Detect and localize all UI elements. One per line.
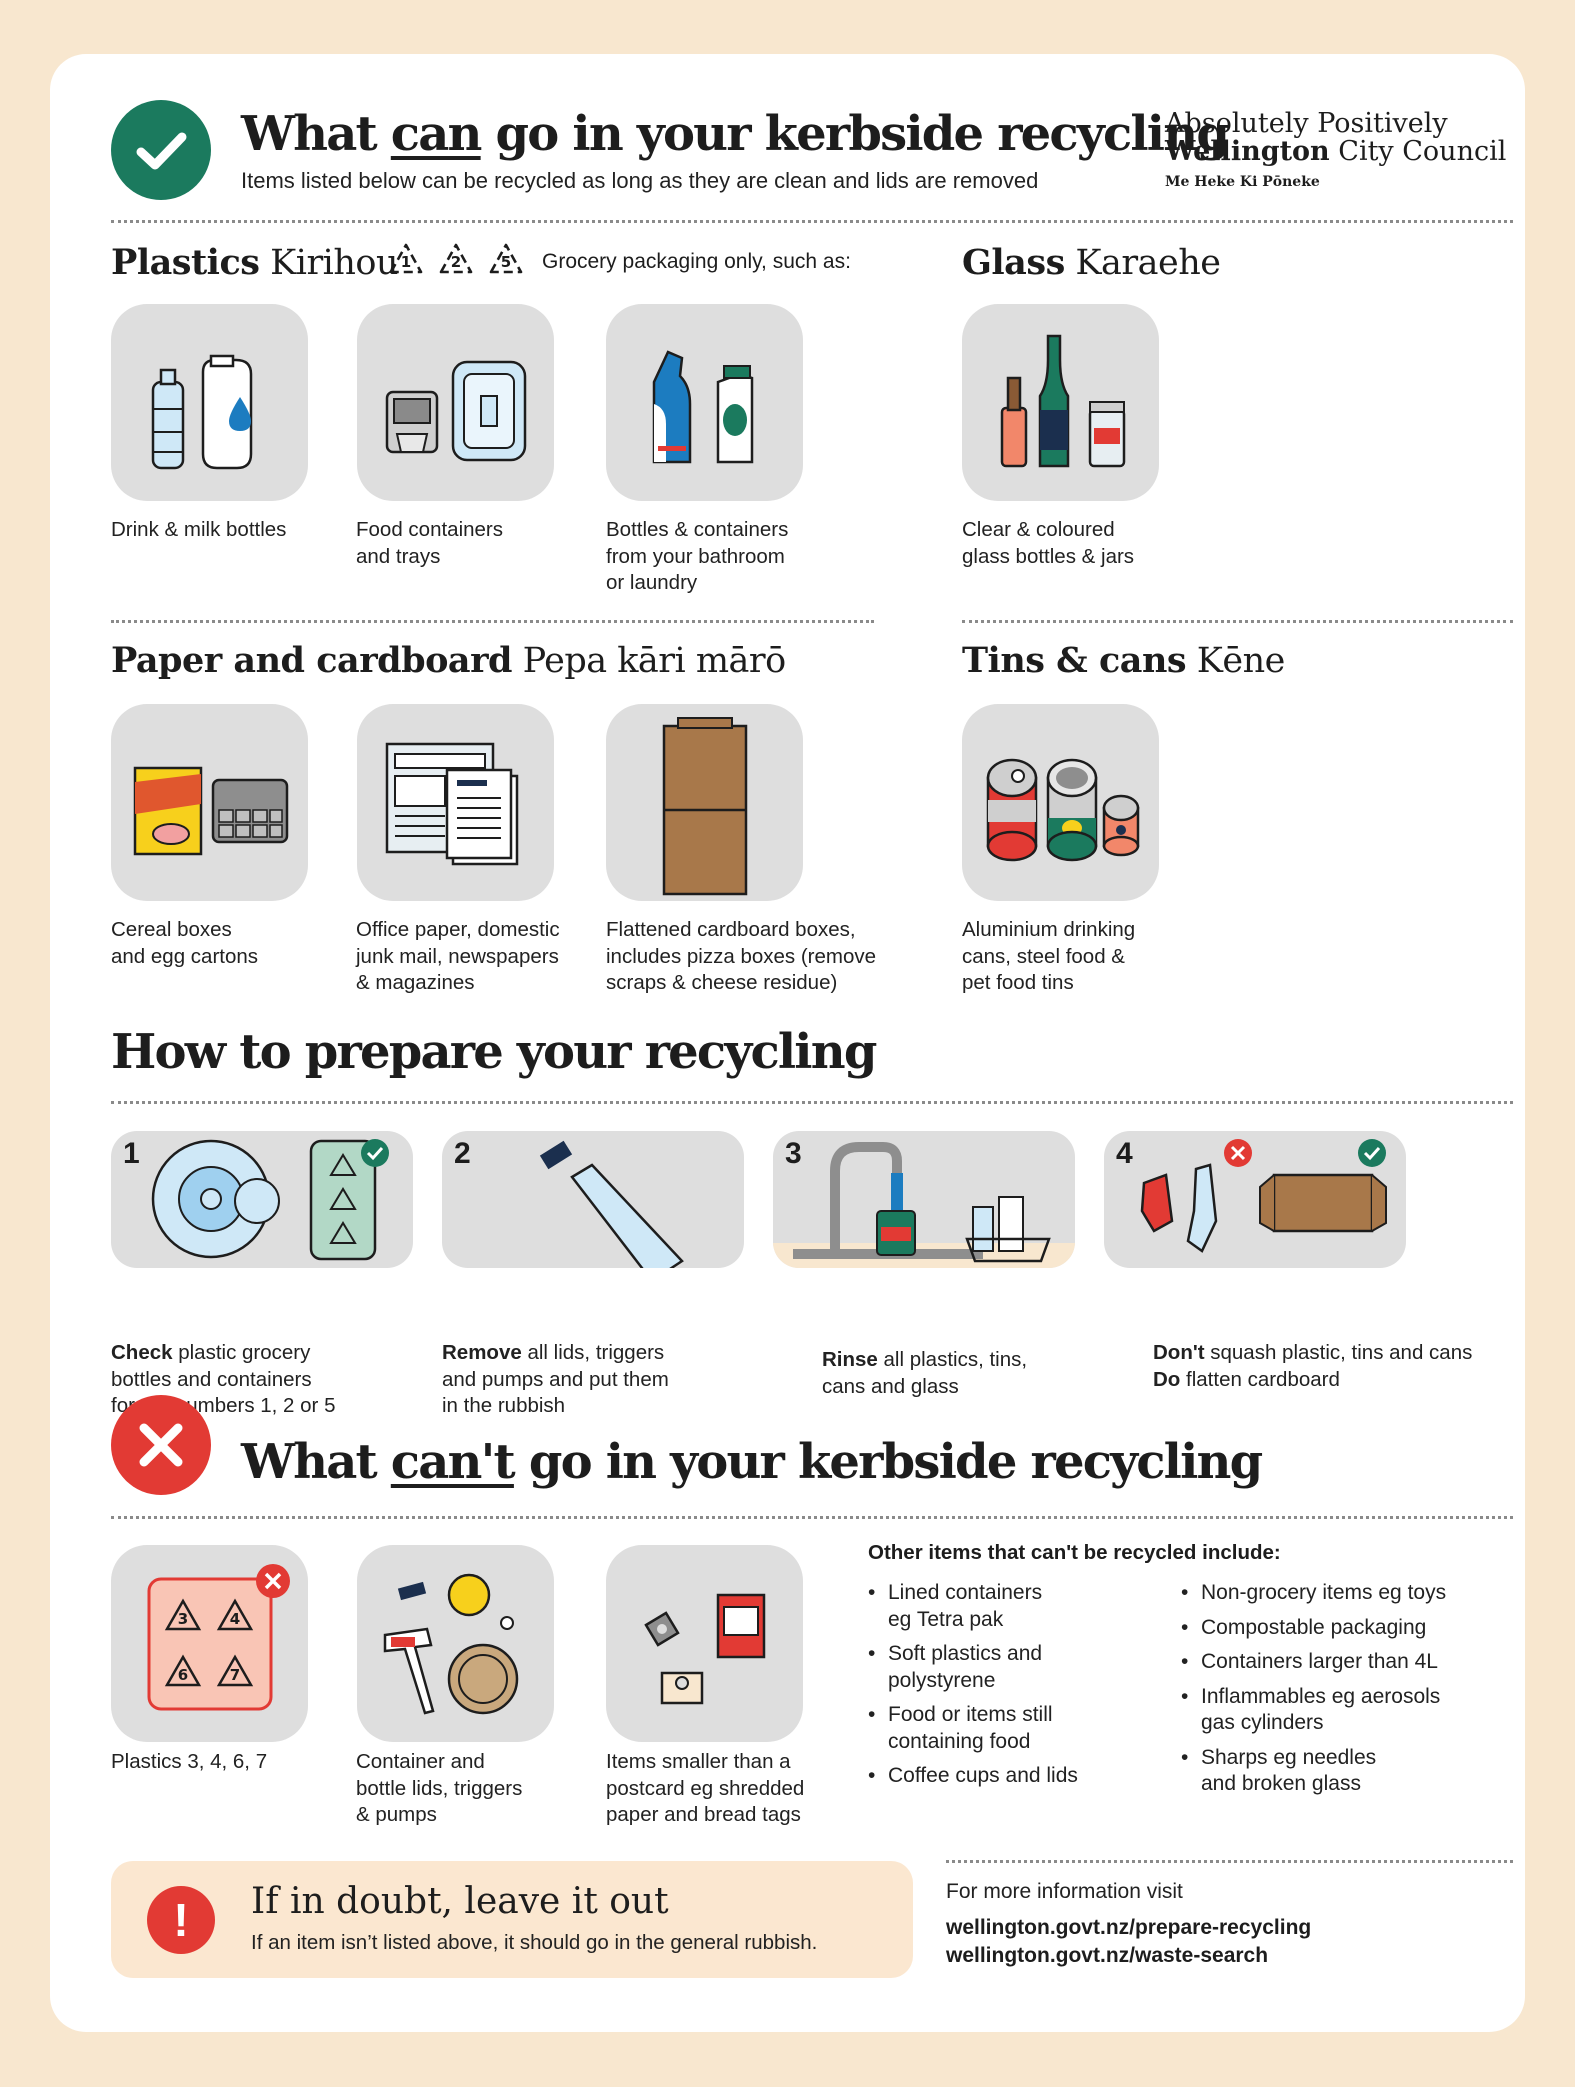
svg-text:4: 4 <box>230 1610 240 1628</box>
step-4-caption: Don't squash plastic, tins and cans Do fl… <box>1153 1341 1473 1391</box>
divider <box>111 1516 1513 1519</box>
other-items-heading: Other items that can't be recycled inclu… <box>868 1541 1281 1564</box>
cereal-box-icon <box>111 704 308 901</box>
plastic-codes-icon: 3 4 6 7 <box>111 1545 308 1742</box>
step-number: 3 <box>785 1137 802 1170</box>
plastics-note: Grocery packaging only, such as: <box>542 250 851 273</box>
divider <box>111 620 874 623</box>
newspaper-icon <box>357 704 554 901</box>
small-items-icon <box>606 1545 803 1742</box>
caption-drink-bottles: Drink & milk bottles <box>111 518 287 541</box>
step-3-caption: Rinse all plastics, tins, cans and glass <box>822 1348 1028 1398</box>
step-number: 1 <box>123 1137 140 1170</box>
council-logo: Absolutely Positively Wellington City Co… <box>1165 108 1507 191</box>
other-items-list-left: Lined containers eg Tetra pak Soft plast… <box>868 1580 1128 1798</box>
doubt-title: If in doubt, leave it out <box>251 1881 669 1922</box>
step-number: 4 <box>1116 1137 1133 1170</box>
step-2-panel: 2 <box>442 1131 744 1268</box>
caption-bathroom-bottles: Bottles & containers from your bathroom … <box>606 518 789 594</box>
code-2: 2 <box>451 253 461 271</box>
alert-icon: ! <box>147 1886 215 1954</box>
food-containers-icon <box>357 304 554 501</box>
link-prepare-recycling[interactable]: wellington.govt.nz/prepare-recycling <box>946 1916 1312 1939</box>
tins-heading: Tins & cans Kēne <box>962 640 1285 681</box>
step-number: 2 <box>454 1137 471 1170</box>
if-in-doubt-box: ! If in doubt, leave it out If an item i… <box>111 1861 913 1978</box>
caption-cardboard: Flattened cardboard boxes, includes pizz… <box>606 918 877 994</box>
doubt-subtitle: If an item isn’t listed above, it should… <box>251 1931 818 1954</box>
svg-text:3: 3 <box>178 1610 188 1628</box>
list-item: Lined containers eg Tetra pak <box>868 1580 1128 1633</box>
code-5: 5 <box>501 253 511 271</box>
list-item: Food or items still containing food <box>868 1702 1128 1755</box>
list-item: Sharps eg needles and broken glass <box>1181 1745 1511 1798</box>
caption-tins: Aluminium drinking cans, steel food & pe… <box>962 918 1136 994</box>
glass-bottles-icon <box>962 304 1159 501</box>
link-waste-search[interactable]: wellington.govt.nz/waste-search <box>946 1944 1269 1967</box>
caption-glass: Clear & coloured glass bottles & jars <box>962 518 1135 568</box>
step-2-caption: Remove all lids, triggers and pumps and p… <box>442 1341 669 1417</box>
cant-heading: What can't go in your kerbside recycling <box>241 1434 1263 1490</box>
check-icon <box>111 100 211 200</box>
caption-lids: Container and bottle lids, triggers & pu… <box>356 1750 523 1826</box>
svg-text:7: 7 <box>230 1666 240 1684</box>
other-items-list-right: Non-grocery items eg toys Compostable pa… <box>1181 1580 1511 1806</box>
list-item: Coffee cups and lids <box>868 1763 1128 1790</box>
bottles-icon <box>111 304 308 501</box>
lids-triggers-icon <box>357 1545 554 1742</box>
cardboard-box-icon <box>606 704 803 901</box>
paper-heading: Paper and cardboard Pepa kāri mārō <box>111 640 786 681</box>
divider <box>111 220 1513 223</box>
page-subtitle: Items listed below can be recycled as lo… <box>241 168 1039 193</box>
list-item: Compostable packaging <box>1181 1615 1511 1642</box>
recycle-codes-icon: 1 2 5 <box>389 243 523 274</box>
code-1: 1 <box>401 253 411 271</box>
caption-plastics-3467: Plastics 3, 4, 6, 7 <box>111 1750 268 1773</box>
plastics-heading: Plastics Kirihou <box>111 242 399 283</box>
divider <box>946 1860 1513 1863</box>
list-item: Inflammables eg aerosols gas cylinders <box>1181 1684 1511 1737</box>
tin-cans-icon <box>962 704 1159 901</box>
list-item: Containers larger than 4L <box>1181 1649 1511 1676</box>
step-1-panel: 1 <box>111 1131 413 1268</box>
step-3-panel: 3 <box>773 1131 1075 1268</box>
poster-card: What can go in your kerbside recycling I… <box>50 54 1525 2032</box>
caption-cereal: Cereal boxes and egg cartons <box>111 918 259 968</box>
svg-text:6: 6 <box>178 1666 188 1684</box>
caption-office-paper: Office paper, domestic junk mail, newspa… <box>356 918 560 994</box>
caption-food-containers: Food containers and trays <box>356 518 504 568</box>
glass-heading: Glass Karaehe <box>962 242 1221 283</box>
cross-icon <box>111 1395 211 1495</box>
list-item: Non-grocery items eg toys <box>1181 1580 1511 1607</box>
caption-small-items: Items smaller than a postcard eg shredde… <box>606 1750 805 1826</box>
divider <box>962 620 1513 623</box>
page-title: What can go in your kerbside recycling <box>241 106 1230 162</box>
divider <box>111 1101 1513 1104</box>
list-item: Soft plastics and polystyrene <box>868 1641 1128 1694</box>
step-4-panel: 4 <box>1104 1131 1406 1268</box>
prepare-heading: How to prepare your recycling <box>111 1024 877 1080</box>
bathroom-bottles-icon <box>606 304 803 501</box>
more-info-label: For more information visit <box>946 1880 1183 1903</box>
